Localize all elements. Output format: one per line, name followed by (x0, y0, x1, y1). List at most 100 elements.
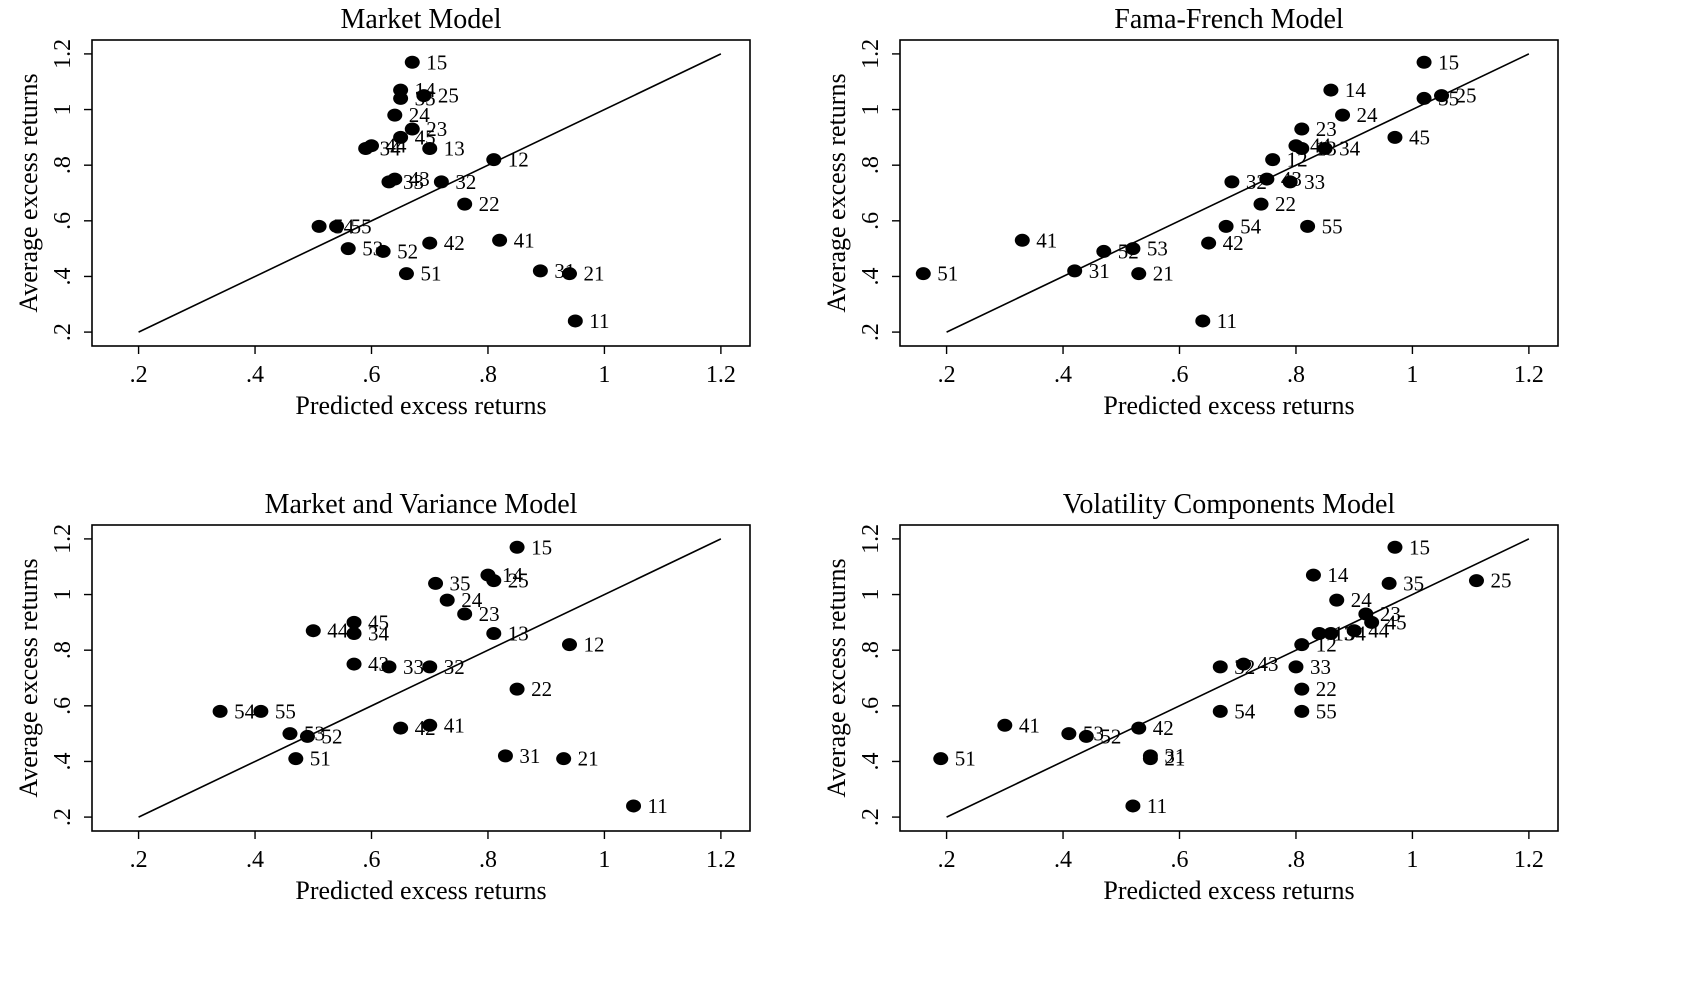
data-point-label: 31 (519, 744, 540, 768)
data-point (1218, 219, 1234, 233)
data-point (1265, 153, 1281, 167)
data-point (486, 574, 502, 588)
data-point (387, 108, 403, 122)
x-tick-label: .4 (246, 362, 264, 388)
data-point-label: 25 (1490, 569, 1511, 593)
x-tick-label: .8 (479, 362, 497, 388)
data-point (1294, 682, 1310, 696)
x-tick-label: .4 (1054, 362, 1072, 388)
data-point-label: 25 (508, 569, 529, 593)
x-axis-label: Predicted excess returns (295, 391, 546, 420)
x-tick-label: .8 (479, 847, 497, 873)
data-point (1131, 721, 1147, 735)
y-tick-label: .4 (50, 267, 76, 285)
data-point-label: 11 (1147, 794, 1167, 818)
data-point (915, 267, 931, 281)
data-point (422, 236, 438, 250)
x-tick-label: 1 (1406, 847, 1418, 873)
x-axis-label: Predicted excess returns (1103, 391, 1354, 420)
data-point (340, 242, 356, 256)
plot-frame (91, 524, 751, 832)
data-point (393, 91, 409, 105)
data-point (305, 624, 321, 638)
reference-line (138, 53, 722, 333)
data-point (1323, 626, 1339, 640)
data-point (1253, 197, 1269, 211)
x-tick-label: 1.2 (1514, 362, 1544, 388)
data-point (393, 721, 409, 735)
data-point (492, 233, 508, 247)
data-point-label: 51 (937, 262, 958, 286)
data-point-label: 41 (1019, 713, 1040, 737)
y-axis-label: Average excess returns (822, 558, 851, 797)
data-point-label: 12 (583, 633, 604, 657)
data-point-label: 15 (531, 535, 552, 559)
x-tick-label: 1 (598, 847, 610, 873)
y-axis-label: Average excess returns (14, 558, 43, 797)
y-tick-label: .2 (50, 323, 76, 341)
data-point-label: 43 (1258, 652, 1279, 676)
data-point-label: 15 (426, 50, 447, 74)
reference-line (138, 538, 722, 818)
data-point (567, 314, 583, 328)
data-point (1300, 219, 1316, 233)
data-point (422, 660, 438, 674)
data-point-label: 23 (479, 602, 500, 626)
data-point (329, 219, 345, 233)
data-point (1061, 727, 1077, 741)
y-tick-label: .6 (858, 697, 884, 715)
data-point (1294, 122, 1310, 136)
panel-title: Market and Variance Model (265, 489, 578, 520)
data-point-label: 33 (403, 170, 424, 194)
data-point-label: 12 (1287, 148, 1308, 172)
data-point-label: 54 (234, 699, 256, 723)
data-point-label: 55 (1316, 699, 1337, 723)
data-point (457, 197, 473, 211)
data-point-label: 25 (1456, 84, 1477, 108)
data-point-label: 14 (502, 563, 524, 587)
x-tick-label: .2 (130, 847, 148, 873)
y-tick-label: .8 (50, 156, 76, 174)
data-point-label: 24 (461, 588, 483, 612)
data-point (1294, 638, 1310, 652)
data-point-label: 15 (1409, 535, 1430, 559)
data-point (422, 718, 438, 732)
data-point-label: 14 (1327, 563, 1349, 587)
data-point (1125, 242, 1141, 256)
x-tick-label: .4 (246, 847, 264, 873)
data-point-label: 13 (1333, 621, 1354, 645)
data-point-label: 15 (1438, 50, 1459, 74)
data-point (1387, 540, 1403, 554)
data-point (1434, 89, 1450, 103)
data-point-label: 34 (368, 621, 390, 645)
y-tick-label: .6 (50, 212, 76, 230)
y-tick-label: .8 (858, 641, 884, 659)
data-point (1416, 55, 1432, 69)
data-point-label: 51 (420, 262, 441, 286)
data-point (556, 752, 572, 766)
x-tick-label: .6 (1171, 362, 1189, 388)
data-point (1317, 141, 1333, 155)
x-tick-label: .2 (938, 847, 956, 873)
data-point (282, 727, 298, 741)
data-point-label: 33 (1304, 170, 1325, 194)
data-point (1288, 660, 1304, 674)
data-point (1364, 615, 1380, 629)
data-point (422, 141, 438, 155)
data-point (1067, 264, 1083, 278)
data-point-label: 42 (1223, 231, 1244, 255)
data-point-label: 21 (578, 747, 599, 771)
data-point-label: 35 (415, 86, 436, 110)
data-point-label: 52 (321, 724, 342, 748)
data-point-label: 21 (583, 262, 604, 286)
data-point-label: 24 (409, 103, 431, 127)
data-point (486, 153, 502, 167)
data-point (1224, 175, 1240, 189)
data-point-label: 12 (508, 148, 529, 172)
x-tick-label: .8 (1287, 362, 1305, 388)
data-point-label: 34 (380, 136, 402, 160)
y-tick-label: .8 (50, 641, 76, 659)
y-tick-label: 1.2 (858, 39, 884, 69)
data-point-label: 32 (455, 170, 476, 194)
